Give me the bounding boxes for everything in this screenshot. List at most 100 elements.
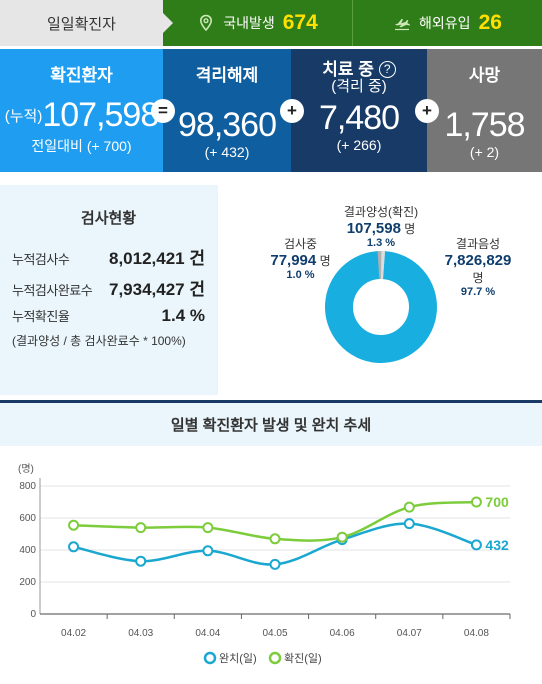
test-row: 누적확진율 1.4 % [12, 306, 205, 326]
released-diff: (+ 432) [204, 144, 250, 160]
negative-pct: 97.7 % [460, 286, 496, 298]
test-row: 누적검사수 8,012,421 건 [12, 244, 205, 269]
testing-label-group: 검사중 77,994 명 1.0 % [258, 235, 343, 281]
trend-line-chart: (명) 0 200 400 600 800 04.02 04.03 04.04 04.05 04.0… [18, 463, 511, 665]
test-row-label: 누적확진율 [12, 309, 70, 324]
test-row-label: 누적검사수 [12, 252, 70, 267]
end-value-label: 432 [485, 537, 509, 553]
plus-sign-1: + [280, 99, 304, 123]
data-point [403, 518, 415, 530]
legend-label: 확진(일) [284, 651, 322, 665]
data-point [68, 519, 80, 531]
data-point [403, 501, 415, 513]
positive-label: 결과양성(확진) [343, 205, 419, 219]
test-row-value: 7,934,427 건 [109, 280, 205, 299]
confirmed-total: (누적)107,598 [0, 96, 163, 136]
positive-value: 107,598 [346, 220, 401, 237]
donut-slice-testing [325, 251, 437, 363]
y-tick-label: 600 [19, 513, 36, 524]
negative-unit: 명 [472, 271, 484, 285]
plus-sign-2: + [415, 99, 439, 123]
confirmed-box: 확진환자 (누적)107,598 전일대비 (+ 700) [0, 49, 163, 172]
x-tick-label: 04.05 [262, 628, 287, 639]
confirmed-prefix: (누적) [4, 108, 43, 125]
legend-label: 완치(일) [219, 651, 257, 665]
data-point [202, 522, 214, 534]
y-tick-label: 800 [19, 481, 36, 492]
deaths-box: 사망 1,758 (+ 2) [427, 49, 542, 172]
test-status-table: 검사현황 누적검사수 8,012,421 건 누적검사완료수 7,934,427… [0, 185, 215, 395]
data-point [135, 555, 147, 567]
testing-pct: 1.0 % [286, 269, 315, 281]
testing-value: 77,994 [270, 252, 317, 269]
data-point [135, 522, 147, 534]
x-tick-label: 04.08 [464, 628, 489, 639]
testing-unit: 명 [319, 254, 331, 268]
trend-chart-section: 일별 확진환자 발생 및 완치 추세 (명) 0 200 400 600 800 04.02… [0, 400, 542, 684]
test-row-value: 8,012,421 건 [109, 249, 205, 268]
confirmed-diff: 전일대비 (+ 700) [31, 138, 132, 154]
negative-label-group: 결과음성 7,826,829 명 97.7 % [428, 235, 528, 298]
equals-sign: = [151, 99, 175, 123]
daily-cases-title: 일일확진자 [0, 0, 173, 46]
test-status-section: 검사현황 누적검사수 8,012,421 건 누적검사완료수 7,934,427… [0, 185, 542, 395]
testing-label: 검사중 [283, 237, 318, 251]
released-box: 격리해제 98,360 (+ 432) [163, 49, 291, 172]
positive-pct: 1.3 % [366, 237, 396, 249]
positive-label-group: 결과양성(확진) 107,598 명 1.3 % [326, 203, 436, 249]
overseas-cases: 해외유입 26 [352, 0, 542, 46]
domestic-label: 국내발생 [223, 15, 275, 31]
trend-chart-title: 일별 확진환자 발생 및 완치 추세 [0, 400, 542, 446]
location-pin-icon [200, 14, 213, 32]
treatment-label: 치료 중 [322, 60, 374, 79]
y-axis-unit: (명) [18, 463, 34, 475]
test-donut-panel: 결과양성(확진) 107,598 명 1.3 % 검사중 77,994 명 1.… [218, 185, 542, 395]
daily-cases-bar: 일일확진자 국내발생 674 해외유입 26 [0, 0, 542, 46]
x-tick-label: 04.04 [195, 628, 220, 639]
overseas-value: 26 [478, 11, 502, 34]
treatment-title: 치료 중 ? [291, 61, 427, 79]
treatment-value: 7,480 [318, 99, 400, 137]
x-tick-label: 04.03 [128, 628, 153, 639]
data-point [470, 539, 482, 551]
deaths-label: 사망 [468, 66, 501, 85]
end-value-label: 700 [485, 494, 509, 510]
legend-marker [203, 651, 217, 665]
y-tick-label: 0 [30, 609, 36, 620]
positivity-formula-note: (결과양성 / 총 검사완료수 * 100%) [12, 334, 186, 348]
overseas-label: 해외유입 [419, 15, 471, 31]
legend-marker [268, 651, 282, 665]
test-row-value: 1.4 % [161, 306, 205, 325]
treatment-diff: (+ 266) [336, 137, 382, 153]
released-label: 격리해제 [195, 66, 259, 85]
treatment-sub: (격리 중) [331, 78, 387, 95]
summary-stats: 확진환자 (누적)107,598 전일대비 (+ 700) = 격리해제 98,… [0, 49, 542, 172]
airplane-icon [395, 19, 411, 31]
data-point [202, 545, 214, 557]
data-point [269, 558, 281, 570]
domestic-value: 674 [282, 11, 318, 34]
data-point [68, 541, 80, 553]
domestic-cases: 국내발생 674 [163, 0, 352, 46]
deaths-diff: (+ 2) [469, 144, 500, 160]
x-tick-label: 04.07 [397, 628, 422, 639]
deaths-value: 1,758 [444, 106, 525, 144]
x-tick-label: 04.06 [330, 628, 355, 639]
data-point [336, 531, 348, 543]
data-point [269, 533, 281, 545]
released-value: 98,360 [178, 106, 277, 144]
treatment-box: 치료 중 ? (격리 중) 7,480 (+ 266) [291, 49, 427, 172]
y-tick-label: 200 [19, 577, 36, 588]
x-tick-label: 04.02 [61, 628, 86, 639]
test-donut-chart [325, 251, 437, 363]
test-status-title: 검사현황 [80, 210, 137, 227]
confirmed-value: 107,598 [42, 96, 159, 134]
test-row: 누적검사완료수 7,934,427 건 [12, 275, 205, 300]
test-row-label: 누적검사완료수 [12, 283, 93, 298]
negative-label: 결과음성 [455, 237, 501, 251]
data-point [470, 496, 482, 508]
positive-unit: 명 [404, 222, 416, 236]
help-icon[interactable]: ? [378, 61, 396, 78]
negative-value: 7,826,829 [444, 252, 512, 269]
confirmed-label: 확진환자 [50, 66, 113, 85]
